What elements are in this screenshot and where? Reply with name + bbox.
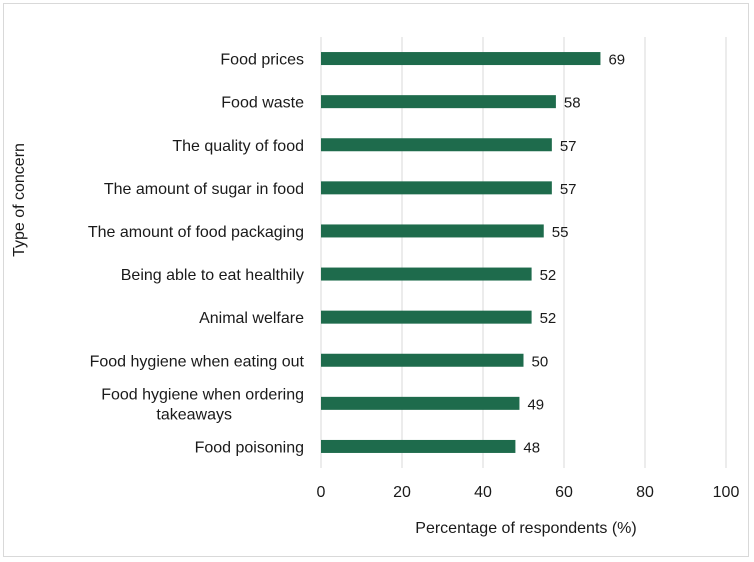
category-label-line: Food waste [221,95,304,112]
data-label: 52 [540,267,557,284]
x-tick-label: 40 [474,484,492,501]
data-label: 52 [540,310,557,327]
data-label: 49 [527,396,544,413]
bars [321,52,601,453]
category-label-line: Food poisoning [195,439,304,456]
category-label: Animal welfare [199,310,304,327]
category-label-line: Food prices [220,52,304,69]
bar [321,439,516,453]
category-label-line: Food hygiene when eating out [90,353,305,370]
category-label: The amount of food packaging [88,224,304,241]
bar [321,138,552,152]
data-label: 55 [552,224,569,241]
data-label: 57 [560,181,577,198]
bar [321,224,544,238]
bar [321,267,532,281]
x-tick-label: 20 [393,484,411,501]
x-axis-title: Percentage of respondents (%) [415,520,636,537]
data-labels: 69 58 57 57 55 52 52 50 49 48 [523,52,625,457]
data-label: 48 [523,439,540,456]
bar [321,396,520,410]
bar [321,310,532,324]
data-label: 50 [532,353,549,370]
category-label-line: The amount of sugar in food [104,181,304,198]
category-label: Food prices [220,52,304,69]
category-label-line: The quality of food [172,138,304,155]
category-label: Food poisoning [195,439,304,456]
bar [321,181,552,195]
category-label: The amount of sugar in food [104,181,304,198]
category-label: Being able to eat healthily [121,267,304,284]
category-label-line: Food hygiene when ordering [101,386,304,403]
category-label: The quality of food [172,138,304,155]
gridlines [320,37,727,468]
category-label: Food hygiene when eating out [90,353,305,370]
x-tick-label: 80 [636,484,654,501]
category-label-line: takeaways [156,406,232,423]
category-label-line: Being able to eat healthily [121,267,304,284]
bar [321,353,524,367]
category-label-line: The amount of food packaging [88,224,304,241]
data-label: 57 [560,138,577,155]
x-tick-label: 60 [555,484,573,501]
category-labels: Food prices Food waste The quality of food… [88,52,305,457]
x-tick-label: 0 [317,484,326,501]
category-label: Food waste [221,95,304,112]
data-label: 58 [564,95,581,112]
bar [321,95,556,109]
x-tick-label: 100 [713,484,740,501]
y-axis-title: Type of concern [11,143,28,257]
category-label-line: Animal welfare [199,310,304,327]
bar [321,52,601,66]
x-tick-labels: 0 20 40 60 80 100 [317,484,740,501]
category-label: Food hygiene when ordering takeaways [101,386,304,423]
data-label: 69 [608,52,625,69]
